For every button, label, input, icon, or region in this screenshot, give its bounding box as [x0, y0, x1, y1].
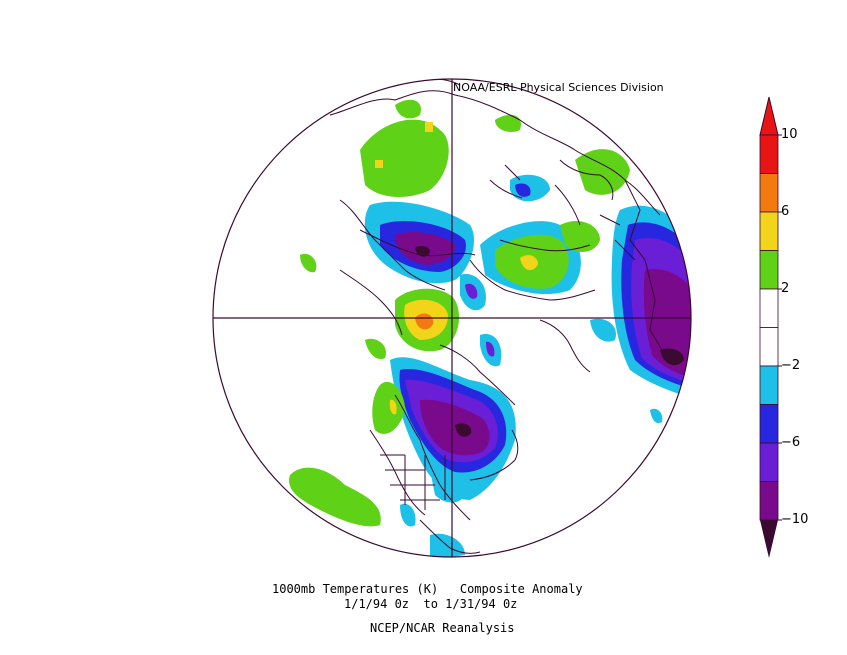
- anomaly-region-positive: [389, 399, 397, 415]
- anomaly-field: [289, 99, 691, 557]
- colorbar-tick-label: −10: [781, 512, 809, 527]
- colorbar-upper-arrow: [759, 96, 779, 136]
- anomaly-region-positive: [520, 255, 538, 271]
- colorbar-bin: [759, 250, 779, 290]
- anomaly-region-negative: [415, 245, 430, 257]
- anomaly-region-positive: [300, 253, 317, 273]
- anomaly-region-positive: [289, 467, 381, 527]
- coastlines: [329, 79, 666, 554]
- colorbar-tick-label: 6: [781, 204, 790, 219]
- anomaly-region-negative: [420, 399, 490, 456]
- colorbar-bin: [759, 134, 779, 174]
- colorbar-bin: [759, 404, 779, 444]
- colorbar-bin: [759, 288, 779, 328]
- anomaly-region-negative: [486, 341, 495, 357]
- anomaly-region-positive: [425, 122, 433, 132]
- anomaly-region-positive: [395, 99, 421, 119]
- credit-text: NOAA/ESRL Physical Sciences Division: [453, 81, 664, 94]
- colorbar-tick-label: 10: [781, 127, 798, 142]
- colorbar-bin: [759, 442, 779, 482]
- anomaly-region-positive: [495, 114, 521, 132]
- anomaly-region-negative: [465, 283, 478, 299]
- anomaly-region-positive: [360, 119, 449, 197]
- colorbar-bin: [759, 173, 779, 213]
- anomaly-region-negative: [430, 470, 465, 503]
- colorbar-bin: [759, 481, 779, 521]
- anomaly-region-positive: [560, 220, 600, 252]
- colorbar-tick-label: −2: [781, 358, 801, 373]
- anomaly-region-negative: [643, 269, 691, 380]
- colorbar-tick-label: −6: [781, 435, 801, 450]
- anomaly-region-negative: [660, 348, 684, 366]
- caption-title: 1000mb Temperatures (K) Composite Anomal…: [272, 582, 583, 596]
- anomaly-region-negative: [400, 503, 416, 527]
- caption-source: NCEP/NCAR Reanalysis: [370, 621, 515, 635]
- anomaly-region-negative: [590, 318, 616, 342]
- anomaly-region-positive: [375, 160, 383, 168]
- colorbar-bin: [759, 365, 779, 405]
- colorbar-tick-label: 2: [781, 281, 790, 296]
- anomaly-region-negative: [650, 408, 663, 424]
- anomaly-region-negative: [515, 183, 531, 197]
- colorbar: [759, 96, 782, 558]
- anomaly-region-negative: [430, 533, 465, 557]
- anomaly-region-positive: [372, 381, 405, 434]
- map-boundary-circle: [212, 78, 692, 558]
- colorbar-lower-arrow: [760, 520, 778, 558]
- anomaly-region-positive: [365, 338, 386, 360]
- colorbar-bin: [759, 211, 779, 251]
- caption-date-range: 1/1/94 0z to 1/31/94 0z: [344, 597, 518, 611]
- colorbar-bin: [759, 327, 779, 367]
- anomaly-region-positive: [575, 149, 630, 195]
- anomaly-region-negative: [455, 423, 472, 437]
